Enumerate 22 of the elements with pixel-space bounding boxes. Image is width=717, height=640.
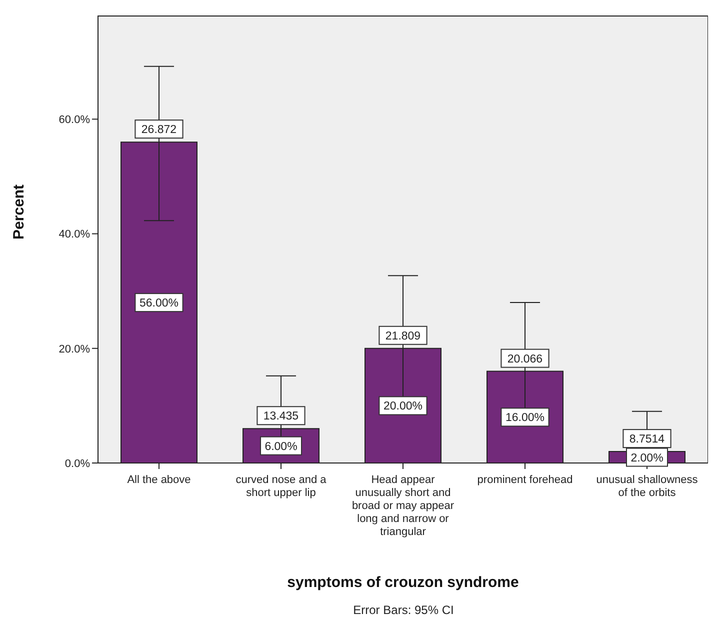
y-tick-label: 40.0% (58, 228, 90, 241)
x-tick-label: Head appear unusually short and broad or may appear long and narrow or triangular (352, 474, 454, 538)
annotation: 26.872 (141, 124, 177, 136)
x-tick-label: unusual shallowness of the orbits (596, 474, 698, 499)
text: Error Bars: 95% CI (352, 603, 455, 617)
y-tick-label: 0.0% (64, 458, 90, 470)
x-axis-title: symptoms of crouzon syndrome (287, 574, 519, 591)
annotation: 13.435 (263, 410, 299, 423)
data-label: 20.00% (383, 400, 423, 413)
data-label: 16.00% (505, 412, 545, 424)
annotation: 8.7514 (629, 434, 666, 446)
annotation: 21.809 (385, 330, 421, 342)
y-tick-label: 60.0% (58, 114, 90, 126)
data-label: 56.00% (139, 298, 179, 310)
x-tick-label: curved nose and a short upper lip (236, 474, 328, 499)
y-axis-title: Percent (10, 184, 28, 240)
x-tick-label: All the above (127, 474, 191, 486)
y-tick-label: 20.0% (58, 343, 90, 356)
data-label: 6.00% (264, 440, 298, 453)
annotation: 20.066 (507, 353, 543, 366)
data-label: 2.00% (630, 452, 664, 464)
x-tick-label: prominent forehead (477, 474, 573, 486)
